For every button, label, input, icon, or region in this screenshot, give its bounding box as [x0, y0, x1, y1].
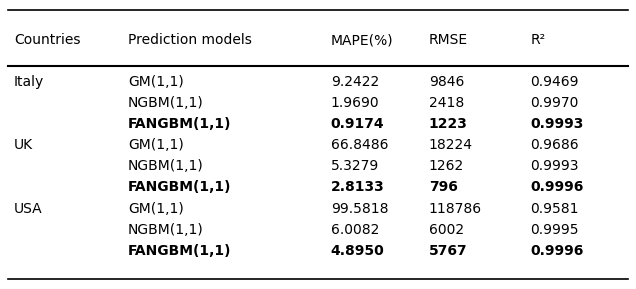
Text: 0.9581: 0.9581	[530, 202, 579, 216]
Text: 5767: 5767	[429, 244, 467, 258]
Text: 0.9469: 0.9469	[530, 75, 579, 88]
Text: MAPE(%): MAPE(%)	[331, 33, 393, 47]
Text: FANGBM(1,1): FANGBM(1,1)	[128, 117, 232, 131]
Text: 0.9993: 0.9993	[530, 159, 579, 173]
Text: GM(1,1): GM(1,1)	[128, 138, 184, 152]
Text: GM(1,1): GM(1,1)	[128, 75, 184, 88]
Text: NGBM(1,1): NGBM(1,1)	[128, 159, 204, 173]
Text: 99.5818: 99.5818	[331, 202, 388, 216]
Text: 1.9690: 1.9690	[331, 96, 379, 110]
Text: UK: UK	[14, 138, 33, 152]
Text: 0.9996: 0.9996	[530, 180, 583, 194]
Text: 0.9970: 0.9970	[530, 96, 579, 110]
Text: 9.2422: 9.2422	[331, 75, 379, 88]
Text: NGBM(1,1): NGBM(1,1)	[128, 223, 204, 237]
Text: FANGBM(1,1): FANGBM(1,1)	[128, 244, 232, 258]
Text: Countries: Countries	[14, 33, 81, 47]
Text: 0.9174: 0.9174	[331, 117, 384, 131]
Text: 2418: 2418	[429, 96, 464, 110]
Text: 6002: 6002	[429, 223, 464, 237]
Text: 118786: 118786	[429, 202, 482, 216]
Text: 5.3279: 5.3279	[331, 159, 379, 173]
Text: 4.8950: 4.8950	[331, 244, 384, 258]
Text: FANGBM(1,1): FANGBM(1,1)	[128, 180, 232, 194]
Text: NGBM(1,1): NGBM(1,1)	[128, 96, 204, 110]
Text: GM(1,1): GM(1,1)	[128, 202, 184, 216]
Text: 18224: 18224	[429, 138, 473, 152]
Text: 6.0082: 6.0082	[331, 223, 379, 237]
Text: 0.9995: 0.9995	[530, 223, 579, 237]
Text: 1262: 1262	[429, 159, 464, 173]
Text: USA: USA	[14, 202, 43, 216]
Text: 0.9993: 0.9993	[530, 117, 583, 131]
Text: R²: R²	[530, 33, 545, 47]
Text: 796: 796	[429, 180, 458, 194]
Text: RMSE: RMSE	[429, 33, 468, 47]
Text: 9846: 9846	[429, 75, 464, 88]
Text: 1223: 1223	[429, 117, 467, 131]
Text: 2.8133: 2.8133	[331, 180, 384, 194]
Text: Italy: Italy	[14, 75, 45, 88]
Text: 0.9686: 0.9686	[530, 138, 579, 152]
Text: 0.9996: 0.9996	[530, 244, 583, 258]
Text: Prediction models: Prediction models	[128, 33, 252, 47]
Text: 66.8486: 66.8486	[331, 138, 388, 152]
